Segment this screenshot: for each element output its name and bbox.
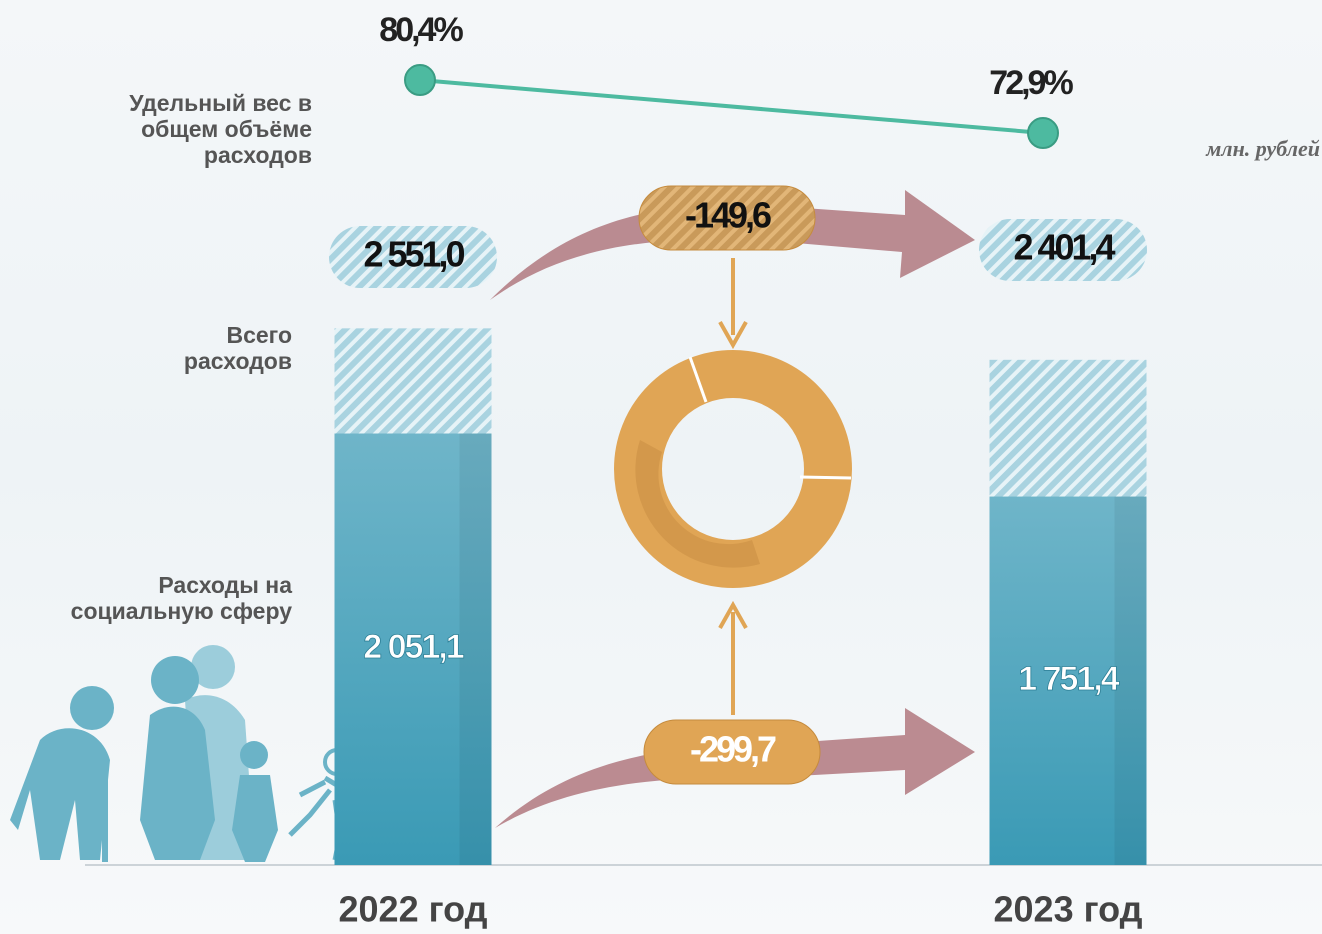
social-value-label: 2 051,1: [363, 628, 464, 666]
total-pill: [329, 226, 497, 288]
social-bar: [334, 433, 492, 865]
share-point: [404, 64, 436, 97]
total-series-name: Всего расходов: [183, 322, 292, 374]
total-value-label: 2 401,4: [1013, 227, 1115, 268]
social-bar: [989, 496, 1147, 865]
bar-shade: [1114, 496, 1147, 865]
line-series-name: Удельный вес в общем объёме расходов: [129, 90, 312, 168]
people-icon: [10, 645, 362, 862]
difference-pill: [643, 719, 821, 785]
arrow-top: [490, 190, 975, 300]
share-value-label: 80,4%: [379, 11, 463, 49]
donut-gap: [799, 475, 852, 480]
arrow-up-head: [718, 600, 748, 629]
total-value-label: 2 551,0: [363, 234, 464, 275]
difference-label: -149,6: [685, 195, 771, 236]
difference-pill: [638, 185, 816, 251]
share-line: [419, 78, 1044, 135]
donut-shade: [635, 440, 760, 568]
social-series-name: Расходы на социальную сферу: [70, 572, 292, 624]
social-value-label: 1 751,4: [1018, 660, 1120, 698]
unit-label: млн. рублей: [1206, 136, 1320, 161]
x-tick-label: 2023 год: [994, 889, 1143, 930]
share-value-label: 72,9%: [989, 64, 1073, 102]
total-pill: [979, 219, 1147, 281]
donut-gap: [688, 356, 708, 403]
difference-label: -299,7: [690, 729, 776, 770]
x-tick-label: 2022 год: [339, 889, 488, 930]
arrow-down-head: [718, 321, 748, 350]
bar-shade: [459, 433, 492, 865]
share-point: [1027, 117, 1059, 150]
